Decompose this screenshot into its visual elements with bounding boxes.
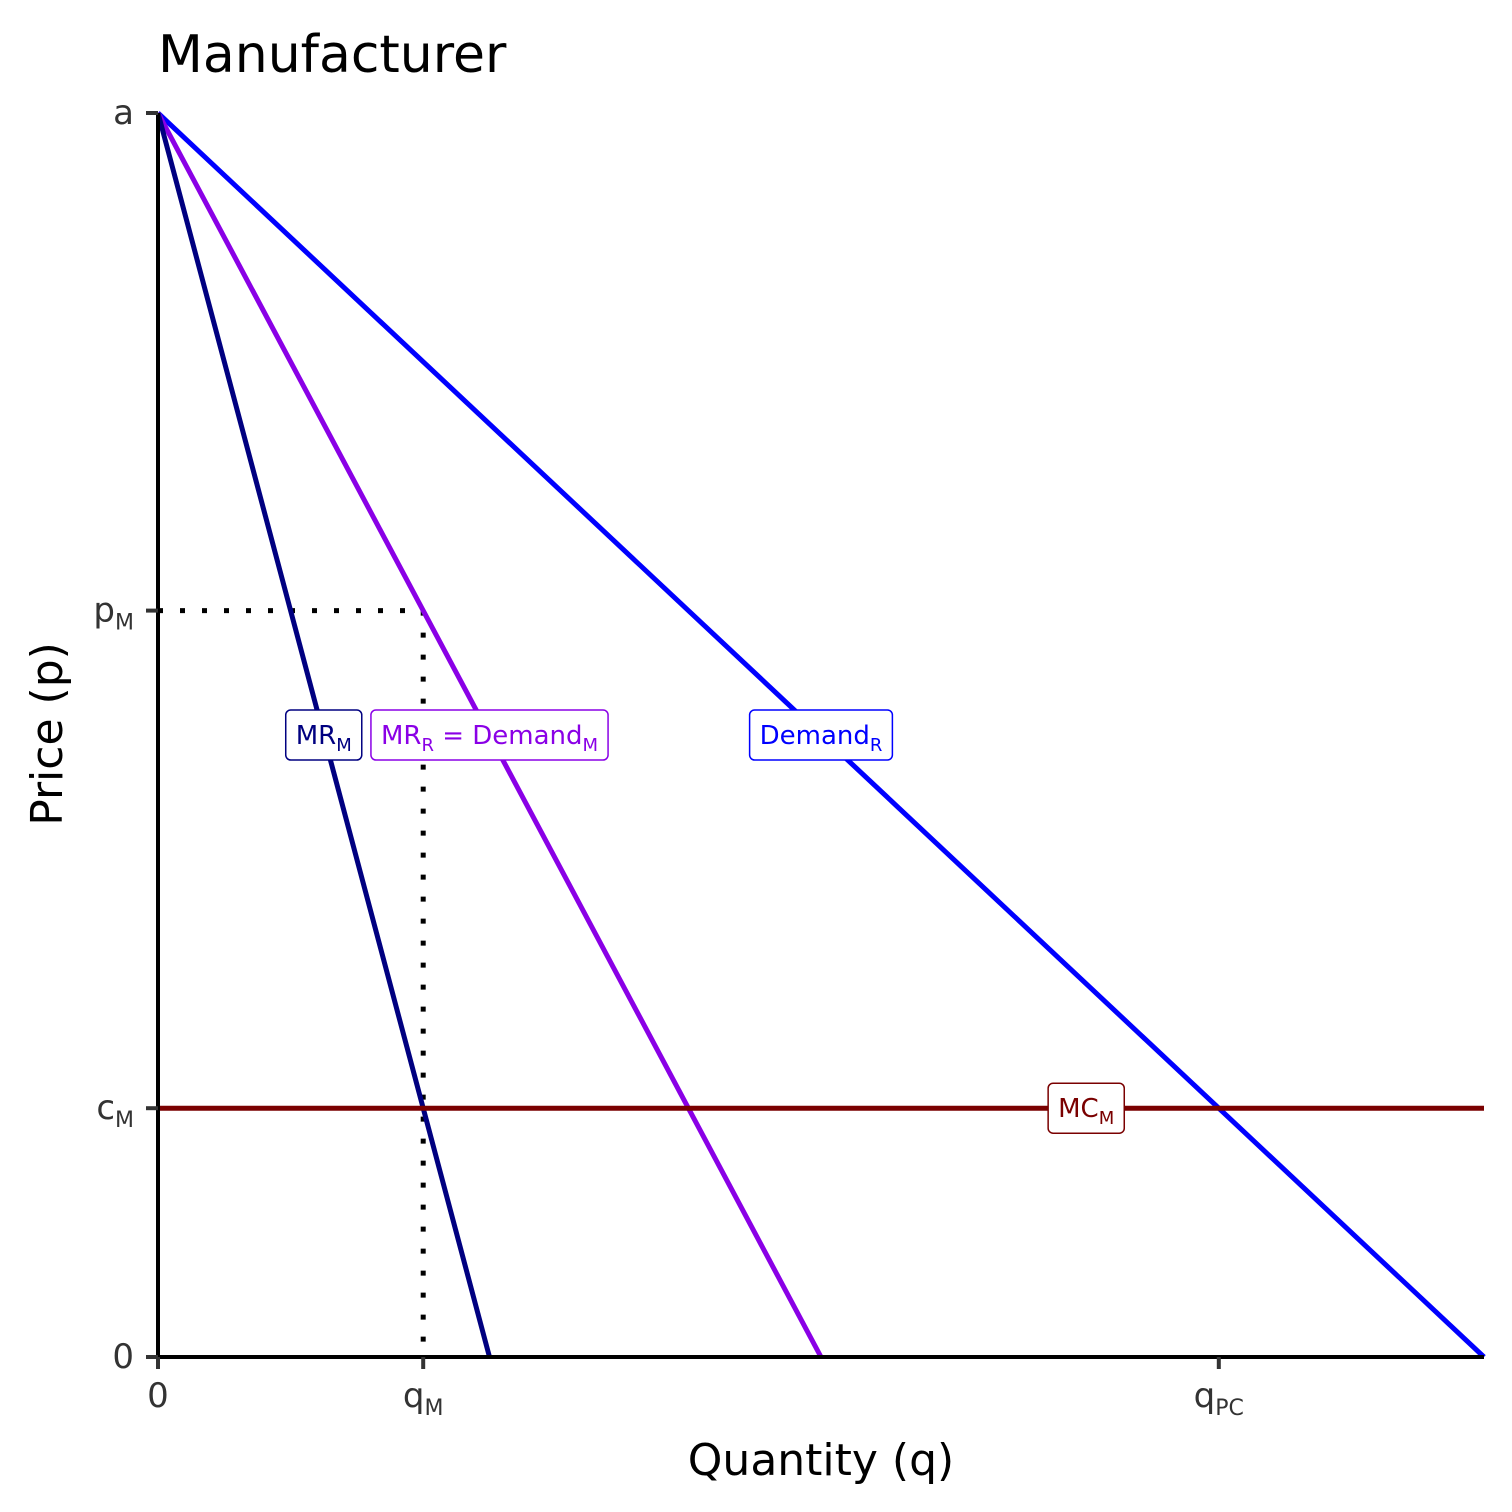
axes: [156, 113, 1484, 1359]
x-tick-label-qpc: qPC: [1194, 1376, 1244, 1421]
y-tick-label-a: a: [113, 93, 134, 133]
tick-labels: 0 cM pM a 0 qM qPC: [93, 93, 1243, 1421]
label-demand-r: DemandR: [748, 709, 894, 761]
svg-text:DemandR: DemandR: [760, 721, 883, 756]
x-axis-title: Quantity (q): [688, 1435, 954, 1486]
label-mr-m: MRM: [284, 709, 363, 761]
x-tick-label-0: 0: [147, 1376, 169, 1416]
svg-text:MRM: MRM: [296, 721, 352, 756]
y-tick-label-0: 0: [112, 1337, 134, 1377]
label-mc-m: MCM: [1047, 1082, 1126, 1134]
label-mr-r-demand-m: MRR = DemandM: [370, 709, 609, 761]
chart-title: Manufacturer: [158, 25, 507, 85]
svg-text:MRR = DemandM: MRR = DemandM: [381, 721, 598, 756]
series-labels: DemandR MRR = DemandM MRM MCM: [284, 709, 1126, 1134]
y-tick-label-cm: cM: [96, 1088, 134, 1133]
y-tick-label-pm: pM: [93, 591, 134, 636]
x-tick-label-qm: qM: [403, 1376, 444, 1421]
svg-text:MCM: MCM: [1058, 1094, 1114, 1129]
y-axis-title: Price (p): [22, 642, 73, 826]
